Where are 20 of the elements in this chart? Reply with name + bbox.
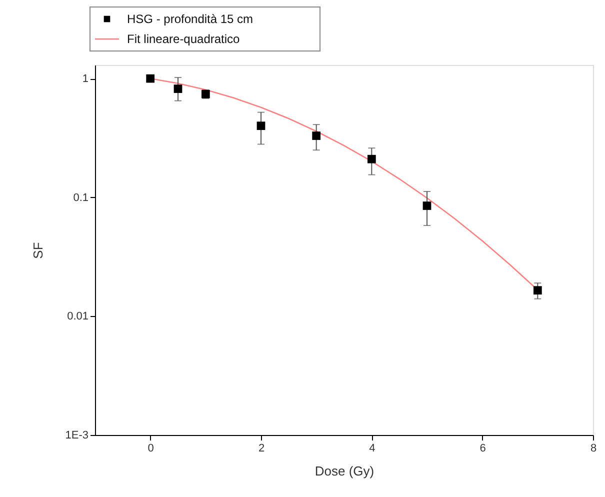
x-tick-label: 0 <box>148 442 154 454</box>
legend-label: HSG - profondità 15 cm <box>127 12 254 26</box>
point <box>174 84 182 93</box>
point <box>367 154 376 164</box>
y-tick-label: 1 <box>82 73 88 86</box>
x-axis-title: Dose (Gy) <box>314 464 374 478</box>
point <box>146 74 155 83</box>
legend-label: Fit lineare-quadratico <box>127 32 240 46</box>
x-tick-label: 2 <box>258 442 265 454</box>
y-tick-label: 1E-3 <box>65 430 88 442</box>
point <box>256 122 266 130</box>
point <box>312 132 321 140</box>
point <box>422 202 432 210</box>
x-tick-label: 4 <box>369 442 376 454</box>
y-tick-label: 0.01 <box>67 310 88 323</box>
y-axis-title: SF <box>30 242 46 259</box>
x-tick-label: 8 <box>590 442 597 454</box>
point <box>533 286 542 295</box>
y-tick-label: 0.1 <box>73 192 88 204</box>
x-tick-label: 6 <box>480 442 486 454</box>
